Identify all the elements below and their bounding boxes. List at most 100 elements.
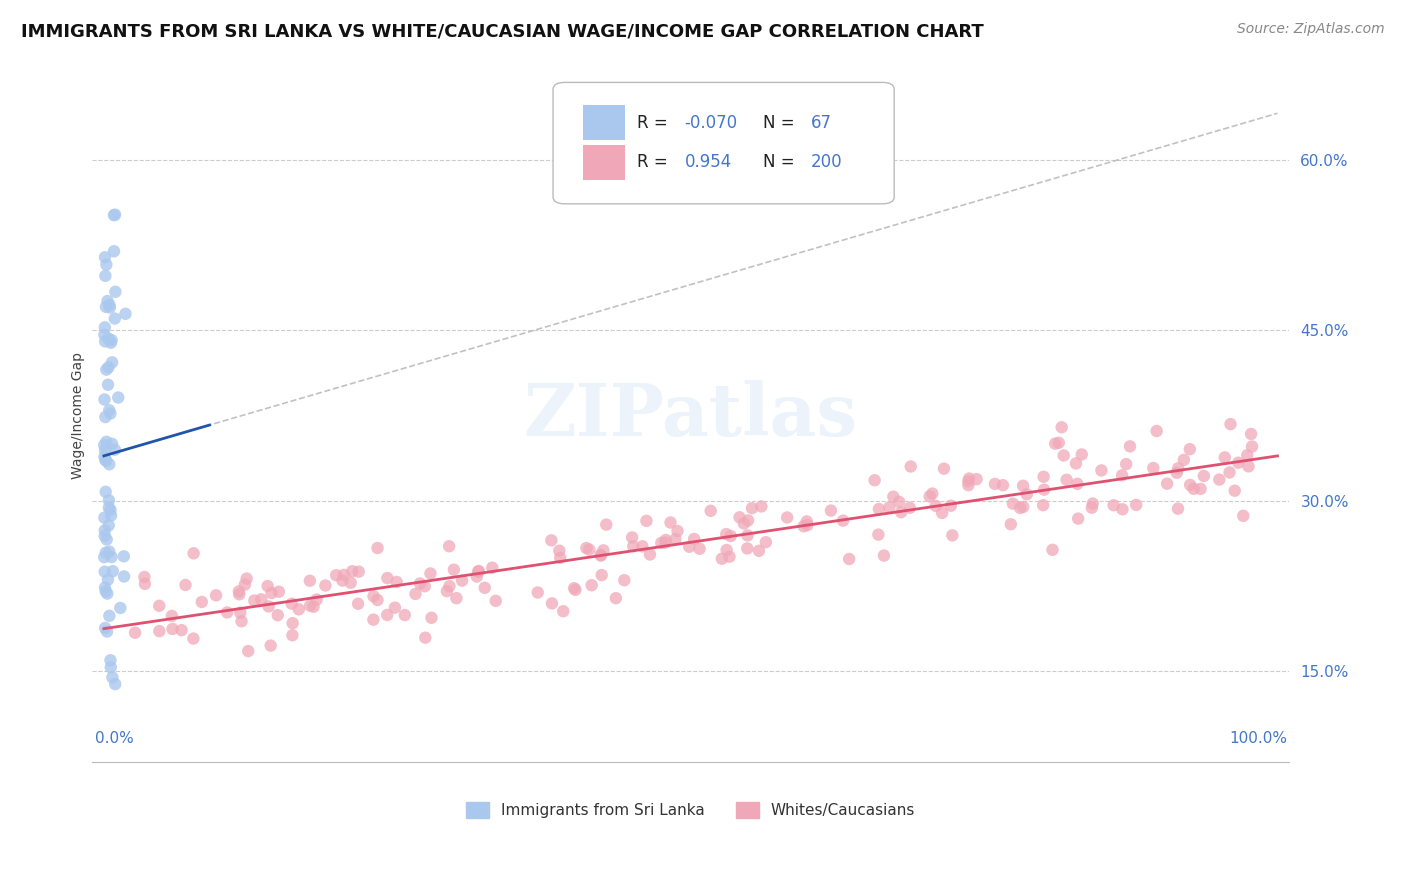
Point: [110, 601, 132, 615]
Legend: Immigrants from Sri Lanka, Whites/Caucasians: Immigrants from Sri Lanka, Whites/Caucas…: [460, 796, 921, 824]
Point: [96, 533, 118, 547]
Point: [94, 409, 117, 424]
Point: [636, 514, 658, 528]
Point: [288, 602, 311, 616]
Point: [101, 564, 124, 578]
Point: [1090, 463, 1112, 477]
Point: [302, 599, 325, 614]
Point: [98, 301, 121, 315]
Point: [666, 524, 689, 538]
Point: [100, 503, 122, 517]
Point: [1010, 500, 1032, 515]
Point: [1167, 461, 1189, 475]
Point: [363, 589, 385, 603]
Point: [104, 677, 127, 691]
Point: [437, 539, 460, 553]
Point: [235, 572, 257, 586]
Text: R =: R =: [637, 113, 673, 132]
Point: [1067, 511, 1090, 525]
Point: [468, 564, 491, 578]
Point: [148, 624, 170, 639]
Point: [1001, 497, 1024, 511]
Point: [548, 550, 571, 565]
Point: [94, 621, 117, 635]
Point: [97, 493, 120, 508]
Point: [97, 377, 120, 392]
Point: [96, 434, 118, 449]
Point: [170, 623, 193, 637]
Point: [96, 294, 118, 309]
Point: [96, 624, 118, 639]
Point: [114, 307, 136, 321]
Point: [966, 472, 988, 486]
Point: [898, 500, 921, 515]
Point: [384, 600, 406, 615]
Point: [98, 403, 121, 417]
Point: [419, 566, 441, 581]
Point: [776, 510, 799, 524]
Point: [420, 611, 443, 625]
Point: [589, 549, 612, 563]
Point: [93, 510, 115, 524]
Point: [485, 594, 508, 608]
Point: [96, 258, 118, 272]
Point: [367, 593, 389, 607]
Point: [93, 450, 115, 464]
Point: [104, 208, 127, 222]
Point: [103, 208, 125, 222]
Point: [238, 644, 260, 658]
Point: [415, 631, 437, 645]
Point: [405, 587, 427, 601]
Point: [1115, 457, 1137, 471]
Point: [1156, 476, 1178, 491]
Point: [93, 565, 115, 579]
Point: [1178, 442, 1201, 457]
Point: [957, 471, 980, 485]
Point: [228, 584, 250, 599]
Point: [443, 563, 465, 577]
Point: [299, 599, 322, 613]
Point: [1012, 500, 1035, 514]
Point: [250, 592, 273, 607]
Point: [605, 591, 627, 606]
Point: [1033, 483, 1056, 497]
Point: [1219, 466, 1241, 480]
Point: [918, 489, 941, 503]
Point: [925, 499, 948, 513]
Point: [96, 362, 118, 376]
Point: [1070, 447, 1092, 461]
Point: [94, 443, 117, 458]
Point: [98, 458, 121, 472]
Point: [793, 519, 815, 533]
Point: [298, 574, 321, 588]
Point: [267, 608, 290, 623]
Point: [93, 438, 115, 452]
Point: [718, 549, 741, 564]
Point: [339, 575, 361, 590]
Point: [737, 513, 759, 527]
Text: N =: N =: [762, 153, 800, 171]
Point: [877, 500, 900, 515]
Point: [325, 568, 347, 582]
Point: [1111, 502, 1133, 516]
Point: [957, 478, 980, 492]
Point: [183, 632, 205, 646]
Point: [1192, 469, 1215, 483]
Text: 200: 200: [810, 153, 842, 171]
Point: [93, 529, 115, 543]
Point: [716, 527, 738, 541]
Point: [134, 577, 156, 591]
Point: [1213, 450, 1236, 465]
Point: [436, 584, 458, 599]
Point: [1102, 498, 1125, 512]
Point: [562, 581, 585, 595]
Point: [796, 518, 818, 533]
Point: [889, 495, 911, 509]
Point: [654, 535, 676, 549]
Point: [741, 501, 763, 516]
Point: [548, 543, 571, 558]
Y-axis label: Wage/Income Gap: Wage/Income Gap: [72, 352, 86, 479]
Text: 0.954: 0.954: [685, 153, 733, 171]
Point: [94, 250, 117, 264]
Point: [363, 613, 385, 627]
